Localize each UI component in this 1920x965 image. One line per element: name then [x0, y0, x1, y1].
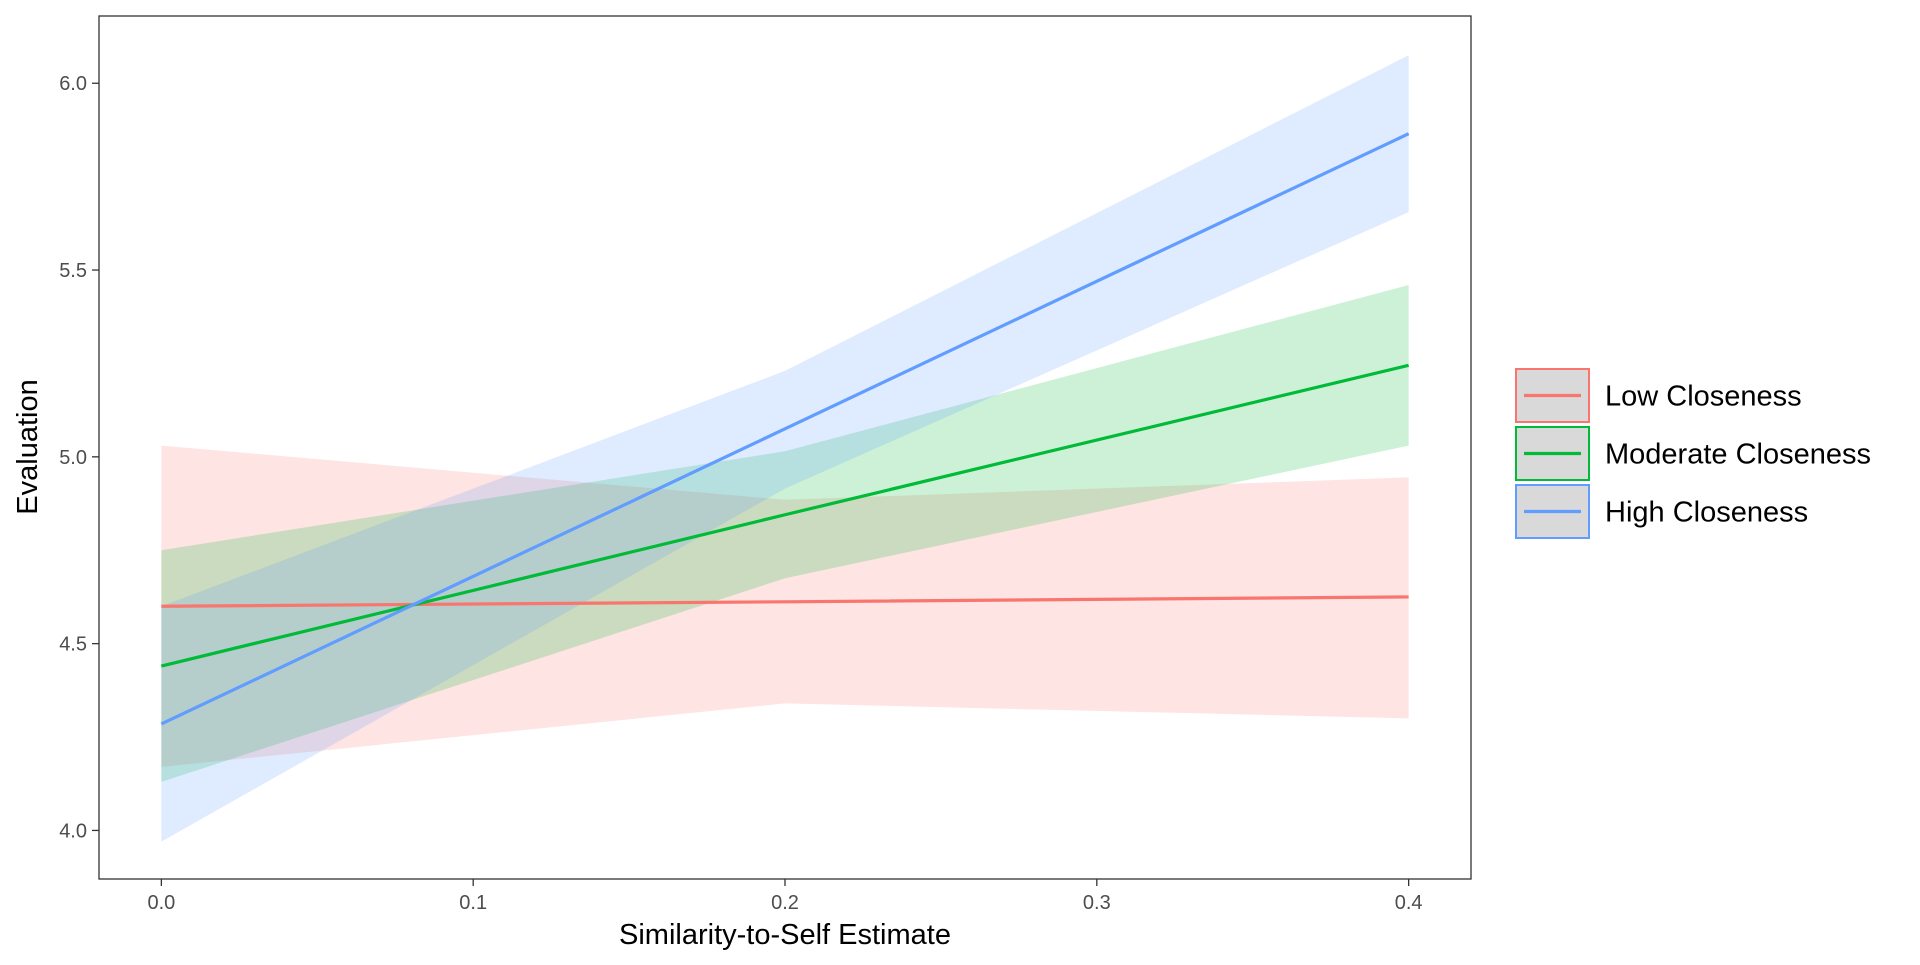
- legend-label: Low Closeness: [1605, 381, 1802, 413]
- x-axis-title: Similarity-to-Self Estimate: [619, 919, 951, 951]
- x-tick-label: 0.3: [1083, 892, 1111, 914]
- legend-item-1: Moderate Closeness: [1515, 426, 1871, 481]
- series-lines: [160, 132, 1410, 726]
- legend-label: Moderate Closeness: [1605, 439, 1871, 471]
- x-tick-label: 0.1: [459, 892, 487, 914]
- confidence-ribbons: [161, 55, 1409, 842]
- legend-label: High Closeness: [1605, 497, 1808, 529]
- ribbon-series-2: [161, 55, 1409, 842]
- line-series-1: [160, 363, 1410, 668]
- y-tick-label: 4.5: [59, 634, 87, 656]
- ribbon-series-1: [161, 284, 1409, 782]
- x-axis: 0.0 0.1 0.2 0.3 0.4: [147, 879, 1423, 914]
- legend: Low Closeness Moderate Closeness High Clos…: [1515, 368, 1871, 539]
- line-series-2: [160, 132, 1410, 726]
- x-tick-label: 0.4: [1395, 892, 1423, 914]
- line-series-0: [161, 595, 1409, 608]
- ribbon-series-0: [161, 445, 1409, 767]
- y-tick-label: 4.0: [59, 820, 87, 842]
- plot-panel: [99, 16, 1471, 879]
- y-tick-label: 5.0: [59, 447, 87, 469]
- legend-item-0: Low Closeness: [1515, 368, 1802, 423]
- x-tick-label: 0.2: [771, 892, 799, 914]
- legend-item-2: High Closeness: [1515, 484, 1808, 539]
- x-tick-label: 0.0: [147, 892, 175, 914]
- y-axis-title: Evaluation: [12, 379, 44, 514]
- y-tick-label: 5.5: [59, 260, 87, 282]
- y-axis: 4.0 4.5 5.0 5.5 6.0: [59, 73, 99, 842]
- y-tick-label: 6.0: [59, 73, 87, 95]
